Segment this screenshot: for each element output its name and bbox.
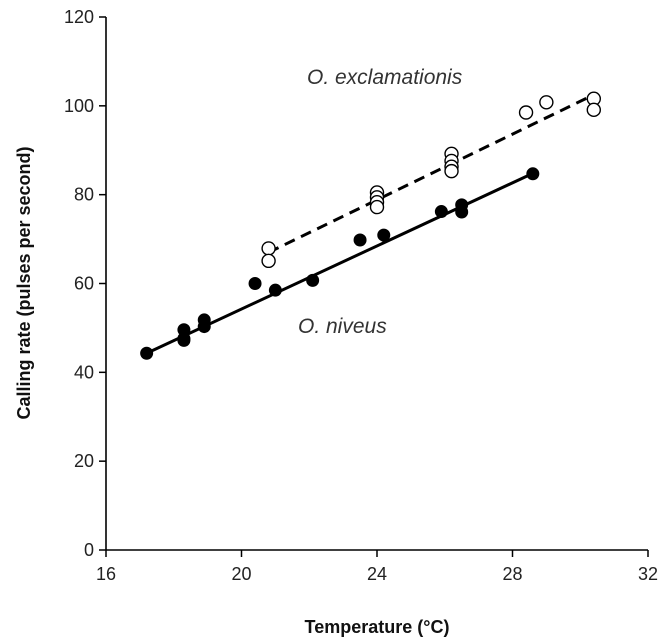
point-o-exclamationis	[539, 95, 554, 110]
point-o-niveus	[455, 198, 469, 212]
x-tick-label: 20	[231, 564, 251, 584]
point-o-niveus	[140, 346, 154, 360]
x-axis-title: Temperature (°C)	[305, 617, 450, 637]
fit-line-o-exclamationis	[267, 93, 595, 254]
fit-line-o-niveus	[146, 171, 534, 355]
point-o-niveus	[306, 273, 320, 287]
point-o-exclamationis	[369, 199, 385, 215]
point-o-niveus	[377, 228, 391, 242]
y-tick-label: 120	[64, 7, 94, 27]
x-tick-label: 24	[367, 564, 387, 584]
y-tick-label: 40	[74, 362, 94, 382]
fit-lines	[146, 93, 595, 355]
axes	[105, 17, 648, 551]
y-tick-label: 80	[74, 185, 94, 205]
annotation-o-exclamationis: O. exclamationis	[307, 66, 463, 89]
point-o-niveus	[248, 277, 262, 290]
point-o-niveus	[268, 283, 282, 297]
annotation-o-niveus: O. niveus	[298, 315, 387, 338]
point-o-exclamationis	[586, 102, 601, 118]
point-o-niveus	[353, 233, 367, 247]
point-o-exclamationis	[261, 241, 276, 256]
point-o-exclamationis	[444, 163, 459, 179]
x-tick-label: 16	[96, 564, 116, 584]
point-o-exclamationis	[518, 105, 534, 120]
ticks: 16 20 24 28 32 0 20 40 60 80 100 120	[64, 7, 658, 584]
y-axis-title: Calling rate (pulses per second)	[14, 146, 34, 419]
y-tick-label: 0	[84, 540, 94, 560]
point-o-exclamationis	[261, 253, 276, 269]
y-tick-label: 100	[64, 96, 94, 116]
y-tick-label: 20	[74, 451, 94, 471]
point-o-niveus	[177, 323, 191, 337]
data-points	[140, 91, 601, 360]
x-tick-label: 32	[638, 564, 658, 584]
y-tick-label: 60	[74, 274, 94, 294]
point-o-niveus	[526, 167, 540, 181]
x-tick-label: 28	[502, 564, 522, 584]
point-o-niveus	[197, 313, 211, 327]
point-o-niveus	[434, 205, 448, 219]
